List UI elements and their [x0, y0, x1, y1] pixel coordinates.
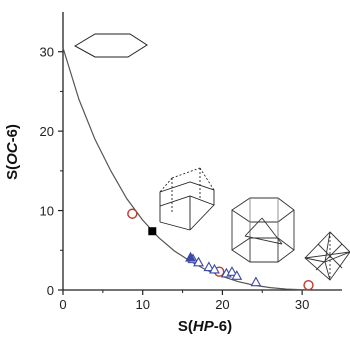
data-point-triangle	[226, 266, 238, 276]
y-tick-label: 0	[47, 283, 54, 298]
x-tick-label: 10	[135, 297, 149, 312]
octahedron-icon	[304, 231, 350, 281]
data-point-triangle	[231, 270, 243, 280]
y-tick-label: 20	[40, 124, 54, 139]
data-point-triangle	[209, 263, 220, 274]
data-point-circle	[303, 280, 314, 291]
x-tick-label: 30	[295, 297, 309, 312]
x-tick-label: 0	[59, 297, 66, 312]
hexagonal-prism-icon	[231, 197, 295, 263]
y-tick-label: 10	[40, 204, 54, 219]
data-point-square	[148, 227, 157, 236]
y-tick-label: 30	[40, 45, 54, 60]
x-tick-label: 20	[215, 297, 229, 312]
y-axis-title: S(OC-6)	[4, 124, 21, 180]
shape-path-curve	[62, 47, 311, 291]
data-point-triangle	[185, 251, 196, 262]
axis-ticks: 0 10 20 30 0 10 20 30	[40, 45, 310, 312]
hexagon-icon	[73, 33, 148, 58]
data-point-triangle	[203, 261, 215, 272]
trigonal-prism-icon	[159, 167, 215, 231]
data-point-circle	[127, 208, 138, 219]
data-point-triangle	[193, 256, 204, 267]
x-axis-title: S(HP-6)	[178, 318, 232, 335]
data-point-triangle	[250, 276, 262, 287]
data-markers	[127, 208, 314, 291]
